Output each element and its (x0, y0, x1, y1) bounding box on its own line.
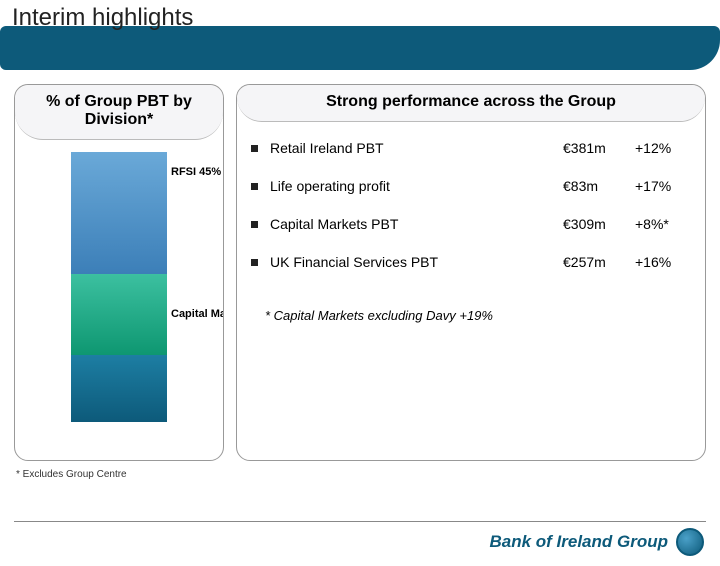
divider (14, 521, 706, 522)
metric-value: €83m (563, 178, 635, 194)
bullet-icon (251, 183, 258, 190)
right-panel-header: Strong performance across the Group (237, 85, 705, 122)
left-footnote: * Excludes Group Centre (0, 461, 720, 480)
bullet-icon (251, 259, 258, 266)
pbt-chart: RFSI 45%Capital Markets 30%UKFS 25% • Re… (15, 140, 223, 460)
metric-row: Capital Markets PBT€309m+8%* (251, 216, 691, 232)
left-panel: % of Group PBT by Division* RFSI 45%Capi… (14, 84, 224, 461)
metric-value: €257m (563, 254, 635, 270)
metric-name: Capital Markets PBT (270, 216, 563, 232)
metric-name: Retail Ireland PBT (270, 140, 563, 156)
metric-value: €381m (563, 140, 635, 156)
metric-row: Life operating profit€83m+17% (251, 178, 691, 194)
title-bar: Interim highlights (0, 26, 720, 70)
metrics-list: Retail Ireland PBT€381m+12% Life operatin… (237, 122, 705, 302)
chart-segment-label: Capital Markets 30% (171, 308, 224, 320)
metric-change: +17% (635, 178, 691, 194)
right-panel: Strong performance across the Group Reta… (236, 84, 706, 461)
metric-change: +12% (635, 140, 691, 156)
logo-badge-icon (676, 528, 704, 556)
metric-name: UK Financial Services PBT (270, 254, 563, 270)
bullet-icon (251, 221, 258, 228)
logo-text: Bank of Ireland Group (489, 532, 668, 552)
chart-segment-label: UKFS 25% (171, 382, 224, 394)
logo: Bank of Ireland Group (489, 528, 704, 556)
right-footnote: * Capital Markets excluding Davy +19% (237, 302, 705, 335)
chart-segment: Capital Markets 30% (71, 274, 167, 355)
metric-change: +8%* (635, 216, 691, 232)
metric-value: €309m (563, 216, 635, 232)
bullet-icon (251, 145, 258, 152)
metric-row: Retail Ireland PBT€381m+12% (251, 140, 691, 156)
chart-segment: UKFS 25% (71, 355, 167, 423)
chart-sub-bullets: • Retail 38%• Life 7% (149, 196, 224, 228)
chart-segment-label: RFSI 45% (171, 166, 221, 178)
content-area: % of Group PBT by Division* RFSI 45%Capi… (0, 70, 720, 461)
metric-name: Life operating profit (270, 178, 563, 194)
left-panel-header: % of Group PBT by Division* (15, 85, 223, 140)
metric-row: UK Financial Services PBT€257m+16% (251, 254, 691, 270)
stacked-bar: RFSI 45%Capital Markets 30%UKFS 25% (71, 152, 167, 422)
metric-change: +16% (635, 254, 691, 270)
page-title: Interim highlights (12, 4, 193, 32)
